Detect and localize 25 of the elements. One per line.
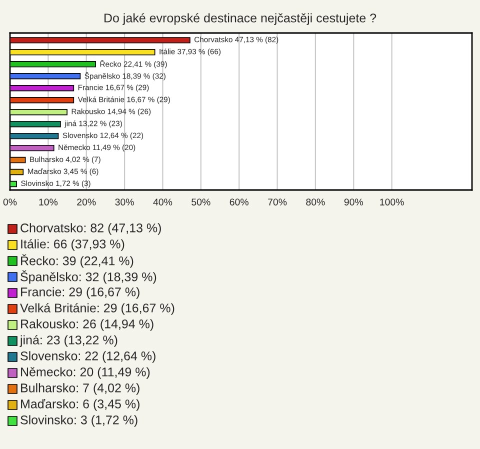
text: Maďarsko: 6 (3,45 %) (21, 399, 140, 411)
text: Itálie: 66 (37,93 %) (21, 239, 124, 251)
text: Francie: 29 (16,67 %) (21, 287, 140, 299)
text: Velká Británie: 29 (16,67 %) (20, 303, 174, 315)
x-tick-label: 20% (77, 198, 96, 206)
text: Rakousko: 26 (14,94 %) (21, 319, 154, 331)
x-tick-label: 10% (39, 198, 58, 206)
x-tick-label: 0% (3, 198, 17, 206)
text: Španělsko: 32 (18,39 %) (20, 270, 156, 284)
chart-title: Do jaké evropské destinace nejčastěji cestujete ? (104, 13, 376, 25)
text: Německo: 20 (11,49 %) (21, 367, 150, 379)
x-tick-label: 30% (115, 198, 134, 206)
x-tick-label: 60% (230, 198, 248, 206)
text: Slovinsko: 3 (1,72 %) (20, 415, 138, 427)
text: Bulharsko: 7 (4,02 %) (21, 383, 140, 395)
x-tick-label: 80% (306, 198, 325, 206)
x-tick-label: 50% (192, 198, 210, 206)
text: Chorvatsko: 82 (47,13 %) (20, 223, 161, 235)
x-tick-label: 40% (153, 198, 172, 206)
x-tick-label: 100% (380, 198, 404, 206)
x-tick-label: 70% (268, 198, 287, 206)
text: jiná: 23 (13,22 %) (20, 335, 118, 347)
x-tick-label: 90% (344, 198, 364, 206)
text: Řecko: 39 (22,41 %) (21, 254, 134, 268)
text: Slovensko: 22 (12,64 %) (20, 351, 156, 363)
